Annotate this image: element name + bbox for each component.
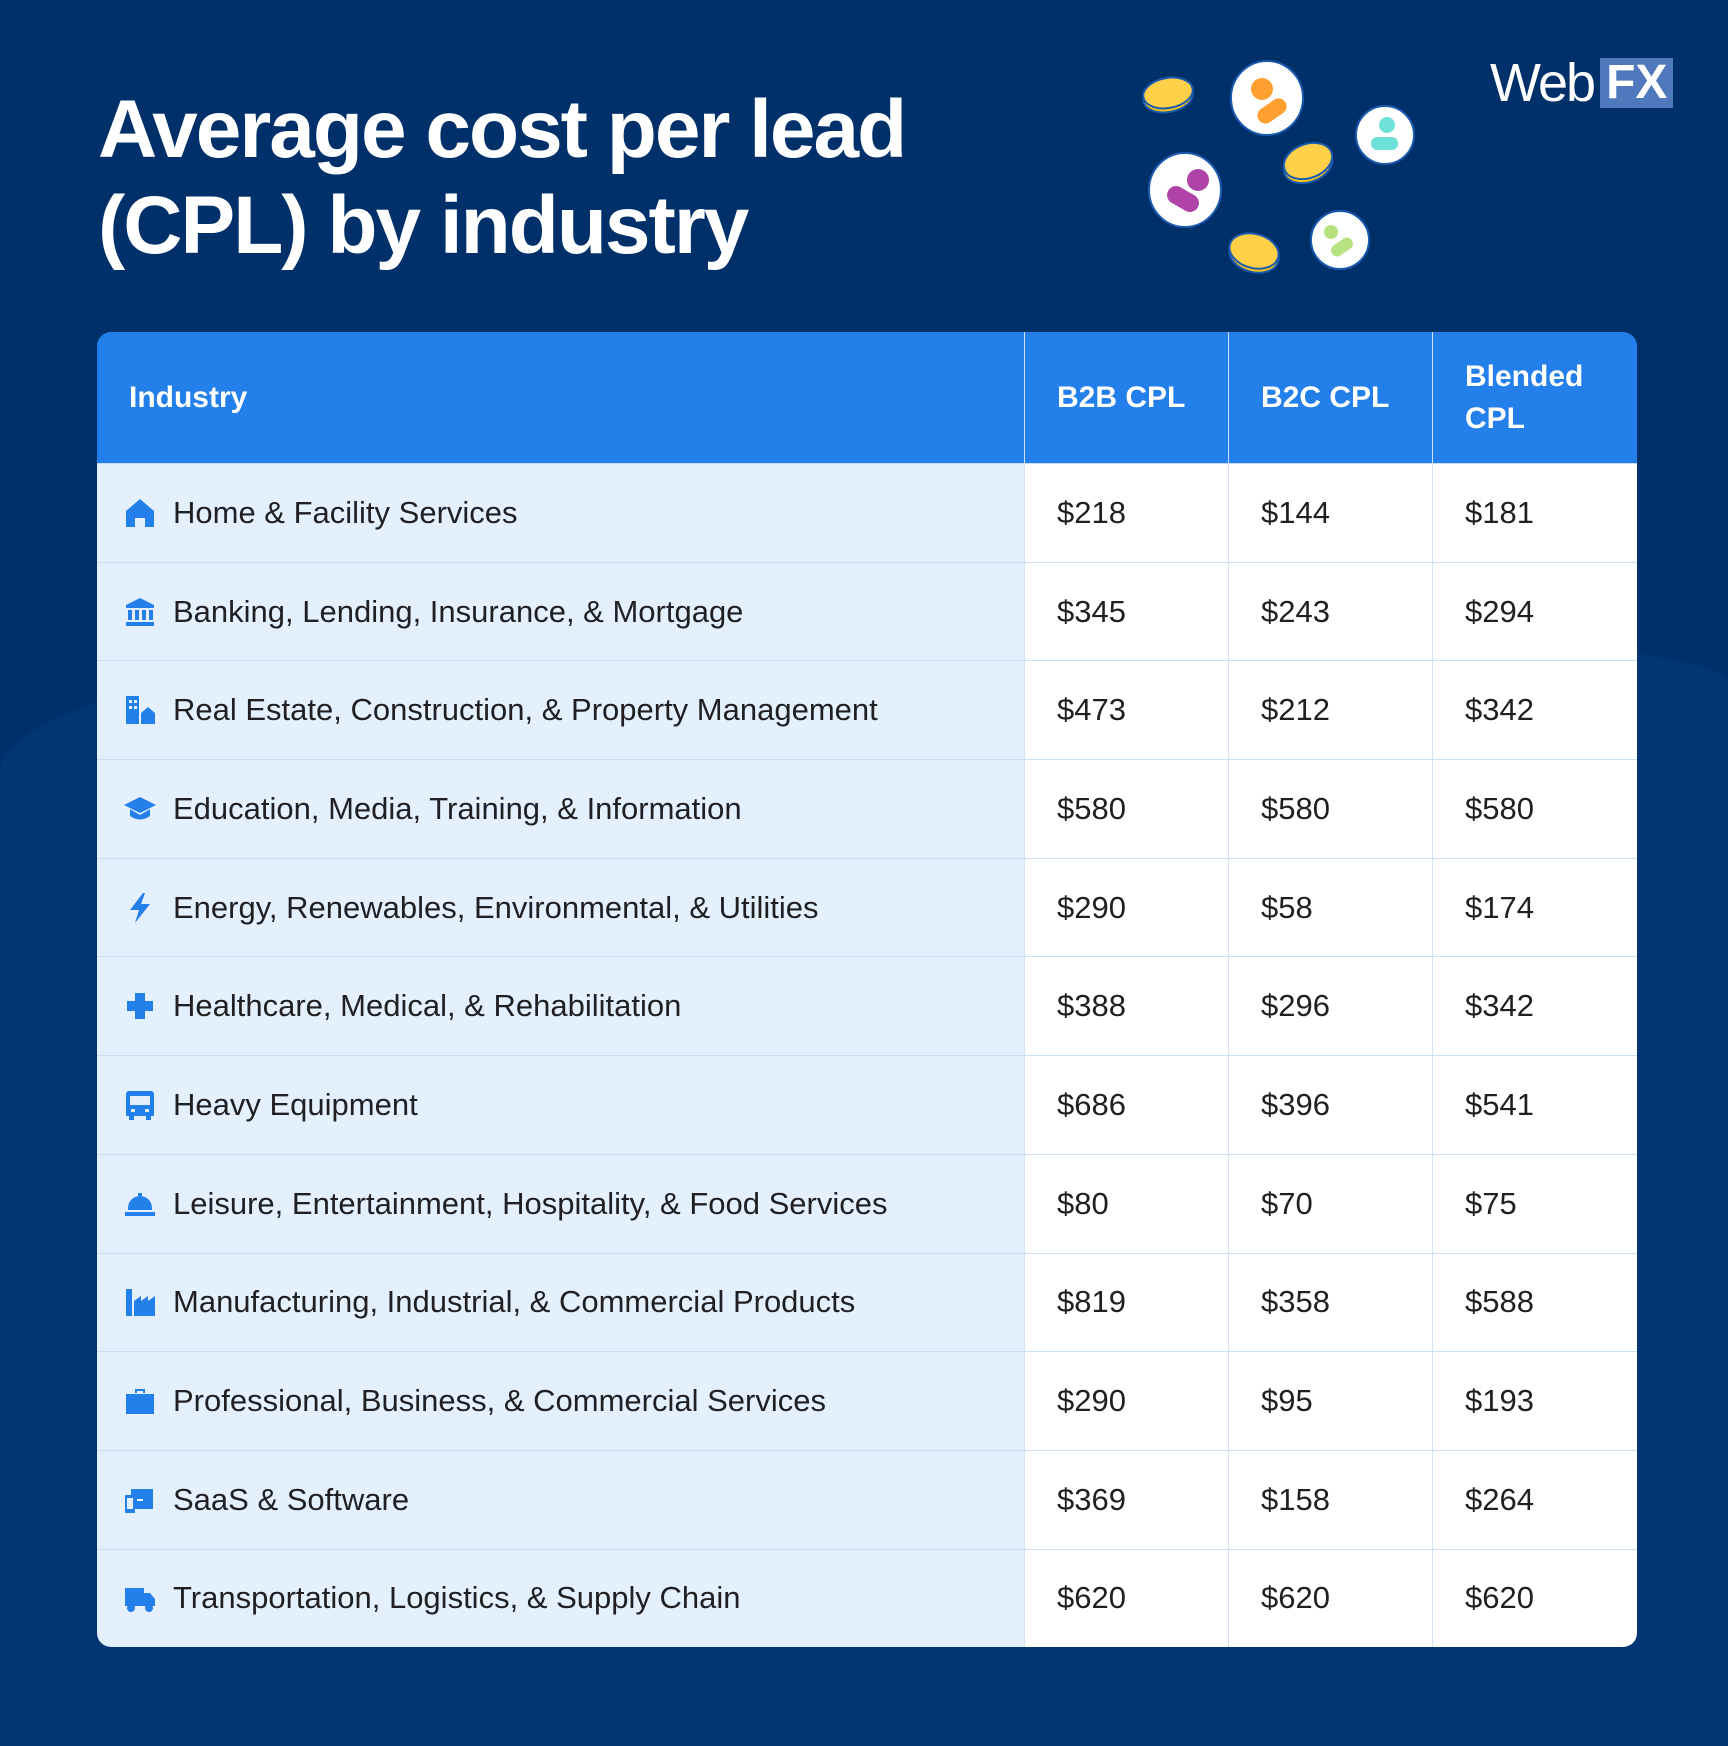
table-row: Education, Media, Training, & Informatio… [97, 759, 1637, 858]
industry-name: Transportation, Logistics, & Supply Chai… [173, 1580, 741, 1616]
graduation-cap-icon [123, 792, 157, 826]
blended-cpl-cell: $342 [1432, 660, 1637, 760]
home-icon [123, 496, 157, 530]
service-bell-icon [123, 1187, 157, 1221]
industry-cell: Healthcare, Medical, & Rehabilitation [97, 956, 1024, 1056]
industry-cell: Manufacturing, Industrial, & Commercial … [97, 1252, 1024, 1352]
webfx-logo: Web FX [1490, 52, 1674, 114]
table-row: Healthcare, Medical, & Rehabilitation $3… [97, 956, 1637, 1056]
table-row: Heavy Equipment $686 $396 $541 [97, 1055, 1637, 1154]
table-row: Home & Facility Services $218 $144 $181 [97, 463, 1637, 562]
industry-cell: Banking, Lending, Insurance, & Mortgage [97, 561, 1024, 661]
table-header-row: Industry B2B CPL B2C CPL Blended CPL [97, 332, 1637, 463]
table-row: Banking, Lending, Insurance, & Mortgage … [97, 561, 1637, 661]
industry-name: Real Estate, Construction, & Property Ma… [173, 692, 878, 728]
blended-cpl-cell: $264 [1432, 1449, 1637, 1549]
b2b-cpl-cell: $80 [1024, 1153, 1228, 1253]
industry-cell: Real Estate, Construction, & Property Ma… [97, 660, 1024, 760]
industry-cell: Transportation, Logistics, & Supply Chai… [97, 1548, 1024, 1648]
building-house-icon [123, 693, 157, 727]
b2c-cpl-cell: $158 [1228, 1449, 1432, 1549]
table-row: Transportation, Logistics, & Supply Chai… [97, 1548, 1637, 1648]
blended-cpl-cell: $294 [1432, 561, 1637, 661]
page-title: Average cost per lead (CPL) by industry [98, 82, 907, 274]
b2c-cpl-cell: $144 [1228, 463, 1432, 562]
b2b-cpl-cell: $819 [1024, 1252, 1228, 1352]
industry-cell: Education, Media, Training, & Informatio… [97, 759, 1024, 858]
devices-icon [123, 1483, 157, 1517]
industry-cell: Professional, Business, & Commercial Ser… [97, 1351, 1024, 1450]
b2c-cpl-cell: $70 [1228, 1153, 1432, 1253]
lightning-icon [123, 891, 157, 925]
b2b-cpl-cell: $620 [1024, 1548, 1228, 1648]
header-blended: Blended CPL [1432, 332, 1637, 463]
b2c-cpl-cell: $296 [1228, 956, 1432, 1056]
b2b-cpl-cell: $290 [1024, 857, 1228, 957]
b2b-cpl-cell: $218 [1024, 463, 1228, 562]
b2b-cpl-cell: $473 [1024, 660, 1228, 760]
b2c-cpl-cell: $358 [1228, 1252, 1432, 1352]
industry-name: SaaS & Software [173, 1481, 410, 1517]
title-line-1: Average cost per lead [98, 84, 907, 175]
industry-name: Banking, Lending, Insurance, & Mortgage [173, 593, 744, 629]
title-line-2: (CPL) by industry [98, 180, 749, 271]
table-row: Manufacturing, Industrial, & Commercial … [97, 1252, 1637, 1352]
table-row: Professional, Business, & Commercial Ser… [97, 1351, 1637, 1450]
b2b-cpl-cell: $290 [1024, 1351, 1228, 1450]
blended-cpl-cell: $588 [1432, 1252, 1637, 1352]
blended-cpl-cell: $541 [1432, 1055, 1637, 1154]
b2c-cpl-cell: $58 [1228, 857, 1432, 957]
industry-cell: Energy, Renewables, Environmental, & Uti… [97, 857, 1024, 957]
b2c-cpl-cell: $212 [1228, 660, 1432, 760]
header-b2c: B2C CPL [1228, 332, 1432, 463]
industry-name: Education, Media, Training, & Informatio… [173, 790, 742, 826]
blended-cpl-cell: $181 [1432, 463, 1637, 562]
blended-cpl-cell: $580 [1432, 759, 1637, 858]
industry-cell: Leisure, Entertainment, Hospitality, & F… [97, 1153, 1024, 1253]
header-b2b: B2B CPL [1024, 332, 1228, 463]
industry-cell: Home & Facility Services [97, 463, 1024, 562]
blended-cpl-cell: $342 [1432, 956, 1637, 1056]
industry-name: Professional, Business, & Commercial Ser… [173, 1383, 826, 1419]
b2b-cpl-cell: $388 [1024, 956, 1228, 1056]
table-row: Real Estate, Construction, & Property Ma… [97, 660, 1637, 760]
logo-web: Web [1490, 53, 1596, 113]
industry-name: Energy, Renewables, Environmental, & Uti… [173, 889, 819, 925]
b2c-cpl-cell: $620 [1228, 1548, 1432, 1648]
bank-icon [123, 595, 157, 629]
vehicle-icon [123, 1088, 157, 1122]
industry-cell: Heavy Equipment [97, 1055, 1024, 1154]
briefcase-icon [123, 1384, 157, 1418]
b2c-cpl-cell: $95 [1228, 1351, 1432, 1450]
blended-cpl-cell: $193 [1432, 1351, 1637, 1450]
b2b-cpl-cell: $580 [1024, 759, 1228, 858]
logo-fx: FX [1600, 58, 1674, 108]
industry-cell: SaaS & Software [97, 1449, 1024, 1549]
table-row: Energy, Renewables, Environmental, & Uti… [97, 857, 1637, 957]
table-row: SaaS & Software $369 $158 $264 [97, 1449, 1637, 1549]
industry-name: Manufacturing, Industrial, & Commercial … [173, 1284, 856, 1320]
header-industry: Industry [97, 332, 1024, 463]
b2c-cpl-cell: $396 [1228, 1055, 1432, 1154]
table-row: Leisure, Entertainment, Hospitality, & F… [97, 1153, 1637, 1253]
blended-cpl-cell: $75 [1432, 1153, 1637, 1253]
factory-icon [123, 1285, 157, 1319]
industry-name: Home & Facility Services [173, 494, 518, 530]
truck-icon [123, 1581, 157, 1615]
blended-cpl-cell: $620 [1432, 1548, 1637, 1648]
b2b-cpl-cell: $369 [1024, 1449, 1228, 1549]
b2b-cpl-cell: $686 [1024, 1055, 1228, 1154]
coins-and-users-illustration [1142, 60, 1415, 274]
b2c-cpl-cell: $243 [1228, 561, 1432, 661]
cpl-table: Industry B2B CPL B2C CPL Blended CPL Hom… [97, 332, 1637, 1648]
blended-cpl-cell: $174 [1432, 857, 1637, 957]
b2c-cpl-cell: $580 [1228, 759, 1432, 858]
b2b-cpl-cell: $345 [1024, 561, 1228, 661]
industry-name: Leisure, Entertainment, Hospitality, & F… [173, 1185, 888, 1221]
medical-cross-icon [123, 989, 157, 1023]
industry-name: Healthcare, Medical, & Rehabilitation [173, 988, 682, 1024]
industry-name: Heavy Equipment [173, 1086, 418, 1122]
